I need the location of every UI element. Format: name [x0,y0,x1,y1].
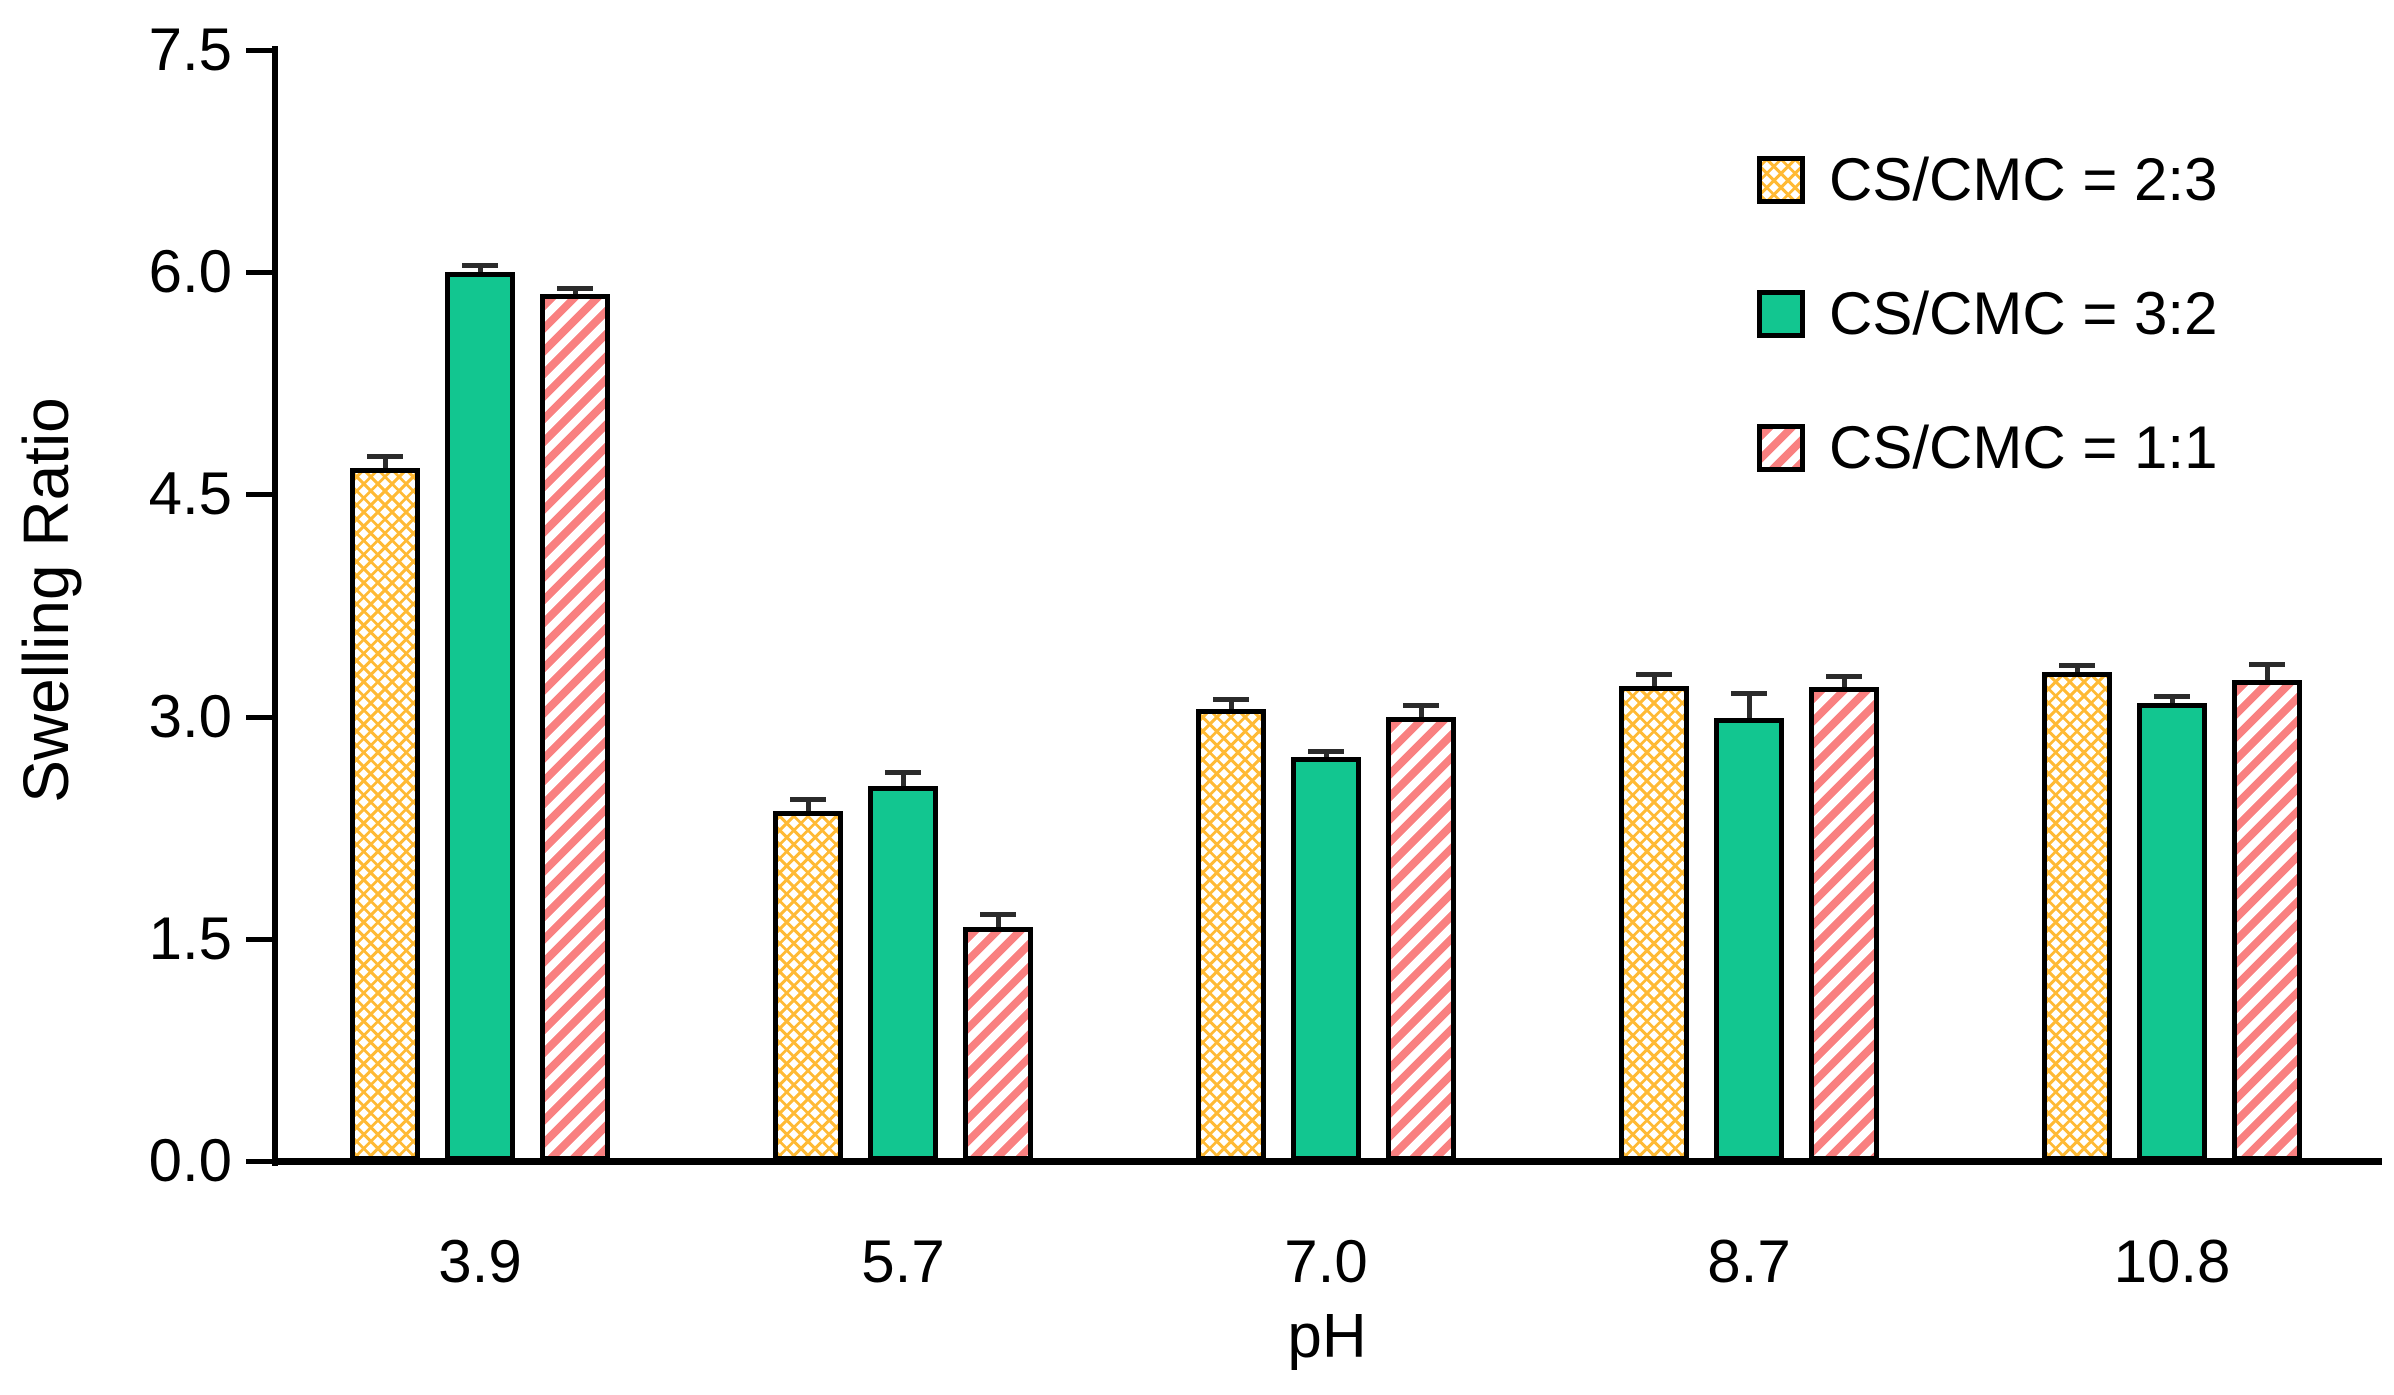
x-tick-label: 10.8 [2113,1228,2231,1295]
error-bar-stem [2264,664,2270,694]
bar [2137,703,2207,1161]
bar [540,294,610,1161]
x-tick-label: 5.7 [861,1228,945,1295]
error-bar-cap [885,769,921,775]
error-bar-cap [2154,694,2190,700]
y-tick-label: 1.5 [148,904,232,972]
bar [1386,716,1456,1161]
error-bar-cap [1826,673,1862,679]
bar [868,786,938,1161]
legend-swatch [1757,424,1805,472]
x-tick-label: 3.9 [438,1228,522,1295]
bar [1196,709,1266,1161]
x-tick-label: 7.0 [1284,1228,1368,1295]
y-axis-line [272,46,278,1166]
y-tick [246,48,272,54]
y-tick [246,270,272,276]
bar [1291,756,1361,1161]
bar [1809,686,1879,1161]
legend-label: CS/CMC = 3:2 [1829,280,2218,347]
bar [773,811,843,1161]
legend-label: CS/CMC = 1:1 [1829,414,2218,481]
legend-item: CS/CMC = 3:2 [1757,284,2217,344]
bar [350,467,420,1161]
bar [963,926,1033,1161]
error-bar-cap [980,912,1016,918]
error-bar-cap [1731,691,1767,697]
error-bar-cap [2249,661,2285,667]
bar [1714,718,1784,1161]
error-bar-cap [1636,672,1672,678]
y-tick-label: 3.0 [148,682,232,750]
y-tick-label: 7.5 [148,16,232,84]
y-tick-label: 6.0 [148,238,232,306]
error-bar-cap [367,454,403,460]
error-bar-cap [1213,697,1249,703]
bar [1619,685,1689,1161]
legend-label: CS/CMC = 2:3 [1829,146,2218,213]
x-tick-label: 8.7 [1707,1228,1791,1295]
y-tick [246,1159,272,1164]
error-bar-cap [1308,749,1344,755]
y-tick-label: 0.0 [148,1127,232,1194]
bar [2232,679,2302,1161]
legend-item: CS/CMC = 2:3 [1757,150,2217,210]
error-bar-cap [790,796,826,802]
y-tick-label: 4.5 [148,460,232,528]
legend-item: CS/CMC = 1:1 [1757,418,2217,478]
error-bar-stem [1746,694,1752,733]
legend-swatch [1757,156,1805,204]
x-axis-title: pH [1287,1302,1367,1371]
error-bar-cap [1403,703,1439,709]
error-bar-cap [557,285,593,291]
legend-swatch [1757,290,1805,338]
x-axis-line [272,1158,2382,1165]
error-bar-cap [2059,663,2095,669]
error-bar-cap [462,263,498,269]
y-tick [246,936,272,942]
y-tick [246,714,272,720]
y-tick [246,492,272,498]
bar [2042,672,2112,1161]
bar [445,272,515,1161]
